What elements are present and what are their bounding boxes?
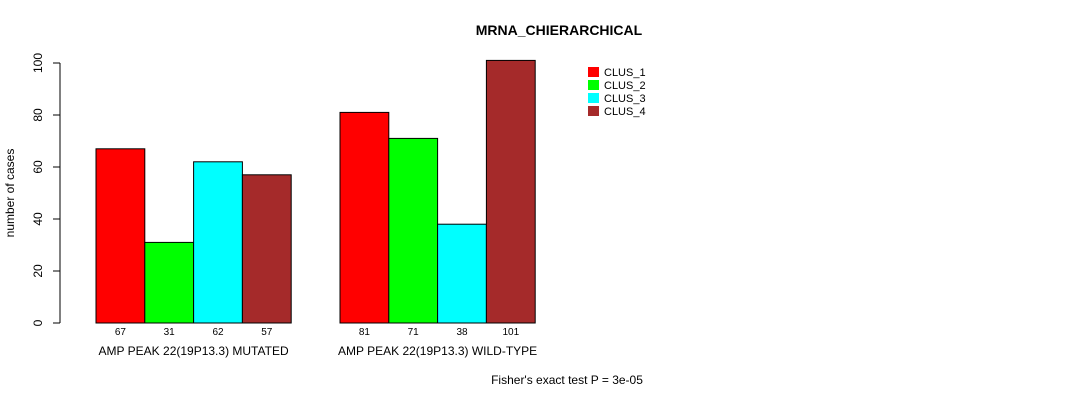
y-tick-label: 20 <box>31 264 45 278</box>
chart-title: MRNA_CHIERARCHICAL <box>476 22 643 38</box>
legend-label: CLUS_1 <box>604 67 646 79</box>
bar-clus-4-group-1 <box>241 174 292 324</box>
bar-clus-1-group-2 <box>339 111 390 324</box>
bar-count-label: 81 <box>359 327 371 338</box>
bar-count-label: 62 <box>212 327 224 338</box>
y-tick-label: 40 <box>31 212 45 226</box>
fisher-test-footnote: Fisher's exact test P = 3e-05 <box>491 373 643 387</box>
count-labels: 67 31 62 57 81 71 38 101 <box>115 327 520 338</box>
bar-clus-2-group-1 <box>144 241 195 324</box>
bar-count-label: 38 <box>456 327 468 338</box>
y-tick-label: 0 <box>31 319 45 326</box>
legend-label: CLUS_4 <box>604 106 646 118</box>
bar-clus-3-group-1 <box>193 161 243 324</box>
group-labels: AMP PEAK 22(19P13.3) MUTATED AMP PEAK 22(… <box>99 344 538 358</box>
y-tick-label: 80 <box>31 108 45 122</box>
legend-swatch-clus-1 <box>588 67 599 77</box>
legend-label: CLUS_3 <box>604 93 646 105</box>
bar-clus-3-group-2 <box>437 223 487 324</box>
y-tick-label: 60 <box>31 160 45 174</box>
bar-count-label: 57 <box>261 327 273 338</box>
legend-swatch-clus-4 <box>588 106 599 116</box>
bar-count-label: 101 <box>502 327 519 338</box>
bar-clus-1-group-1 <box>95 148 146 324</box>
group-label-1: AMP PEAK 22(19P13.3) MUTATED <box>99 344 289 358</box>
legend-swatch-clus-3 <box>588 93 599 103</box>
bar-count-label: 67 <box>115 327 127 338</box>
group-label-2: AMP PEAK 22(19P13.3) WILD-TYPE <box>338 344 537 358</box>
y-axis: 0 20 40 60 80 100 <box>31 53 61 326</box>
legend-label: CLUS_2 <box>604 80 646 92</box>
bar-count-label: 71 <box>408 327 420 338</box>
y-axis-label: number of cases <box>3 149 17 238</box>
bar-clus-4-group-2 <box>485 59 536 324</box>
y-tick-label: 100 <box>31 53 45 73</box>
bars <box>95 59 536 324</box>
bar-clus-2-group-2 <box>388 137 439 324</box>
bar-count-label: 31 <box>164 327 176 338</box>
legend-swatch-clus-2 <box>588 80 599 90</box>
